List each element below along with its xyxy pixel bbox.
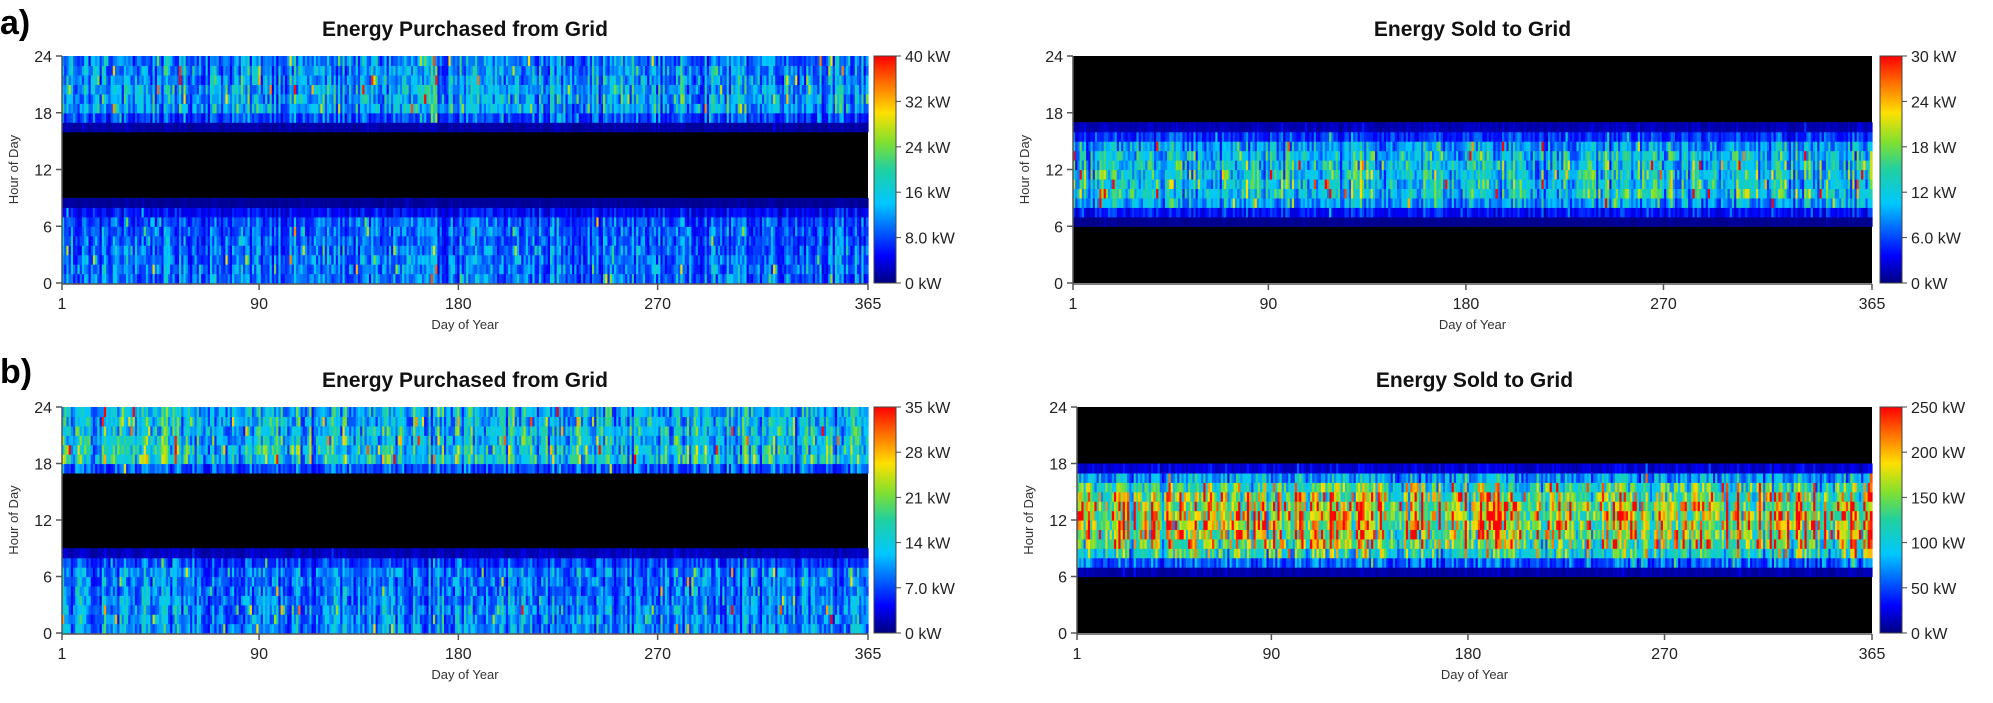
panel-letter-a: a) — [0, 4, 30, 42]
panel-letter-b: b) — [0, 353, 32, 391]
